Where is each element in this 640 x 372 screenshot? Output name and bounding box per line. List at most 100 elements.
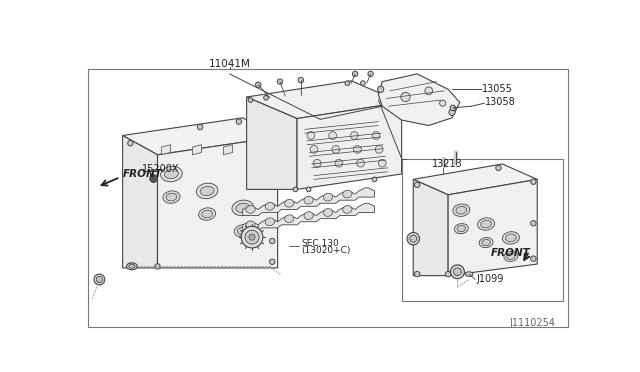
Circle shape bbox=[372, 132, 380, 140]
Polygon shape bbox=[297, 102, 402, 189]
Circle shape bbox=[415, 272, 420, 277]
Ellipse shape bbox=[285, 215, 294, 222]
Ellipse shape bbox=[507, 253, 515, 260]
Ellipse shape bbox=[477, 218, 495, 230]
Ellipse shape bbox=[304, 212, 313, 219]
Circle shape bbox=[378, 159, 386, 167]
Polygon shape bbox=[161, 145, 171, 155]
Ellipse shape bbox=[246, 206, 255, 213]
Circle shape bbox=[248, 98, 253, 102]
Circle shape bbox=[356, 159, 364, 167]
Circle shape bbox=[440, 100, 446, 106]
Ellipse shape bbox=[454, 224, 468, 234]
Circle shape bbox=[269, 259, 275, 264]
Ellipse shape bbox=[164, 169, 179, 179]
Circle shape bbox=[255, 82, 261, 87]
Circle shape bbox=[332, 145, 340, 153]
Circle shape bbox=[360, 81, 365, 86]
Circle shape bbox=[310, 145, 318, 153]
Circle shape bbox=[335, 159, 343, 167]
Circle shape bbox=[269, 203, 275, 209]
Polygon shape bbox=[243, 188, 374, 216]
Circle shape bbox=[307, 187, 311, 192]
Ellipse shape bbox=[456, 206, 467, 214]
Circle shape bbox=[94, 274, 105, 285]
Text: J1099: J1099 bbox=[477, 275, 504, 285]
Ellipse shape bbox=[265, 218, 275, 225]
Ellipse shape bbox=[236, 203, 250, 212]
Ellipse shape bbox=[234, 225, 252, 237]
Circle shape bbox=[155, 264, 160, 269]
Circle shape bbox=[445, 272, 451, 277]
Circle shape bbox=[496, 165, 501, 170]
Polygon shape bbox=[193, 145, 202, 155]
Circle shape bbox=[96, 276, 102, 283]
Circle shape bbox=[127, 263, 133, 268]
Bar bbox=[402, 158, 563, 301]
Ellipse shape bbox=[232, 200, 253, 216]
Circle shape bbox=[351, 132, 358, 140]
Polygon shape bbox=[123, 135, 157, 268]
Ellipse shape bbox=[323, 193, 333, 201]
Circle shape bbox=[249, 234, 255, 240]
Ellipse shape bbox=[457, 225, 465, 232]
Circle shape bbox=[425, 87, 433, 95]
Ellipse shape bbox=[265, 202, 275, 210]
Circle shape bbox=[269, 238, 275, 244]
Ellipse shape bbox=[323, 209, 333, 217]
Ellipse shape bbox=[127, 263, 138, 270]
Circle shape bbox=[313, 159, 321, 167]
Ellipse shape bbox=[482, 240, 490, 246]
Text: 13058: 13058 bbox=[485, 97, 516, 108]
Polygon shape bbox=[413, 179, 448, 276]
Circle shape bbox=[375, 145, 383, 153]
Polygon shape bbox=[413, 164, 537, 195]
Circle shape bbox=[236, 119, 241, 124]
Ellipse shape bbox=[200, 186, 214, 196]
Polygon shape bbox=[448, 179, 537, 276]
Circle shape bbox=[415, 182, 420, 187]
Circle shape bbox=[277, 79, 283, 84]
Text: 11041M: 11041M bbox=[209, 59, 250, 69]
Polygon shape bbox=[157, 137, 278, 268]
Circle shape bbox=[410, 235, 417, 242]
Circle shape bbox=[197, 124, 203, 130]
Circle shape bbox=[267, 137, 273, 142]
Circle shape bbox=[264, 96, 268, 100]
Circle shape bbox=[451, 265, 465, 279]
Circle shape bbox=[353, 145, 362, 153]
Ellipse shape bbox=[129, 264, 135, 268]
Circle shape bbox=[298, 77, 303, 83]
Ellipse shape bbox=[506, 234, 516, 242]
Circle shape bbox=[150, 175, 157, 183]
Circle shape bbox=[531, 179, 536, 185]
Ellipse shape bbox=[237, 227, 248, 235]
Polygon shape bbox=[123, 118, 278, 155]
Polygon shape bbox=[223, 145, 233, 155]
Circle shape bbox=[245, 230, 259, 244]
Circle shape bbox=[372, 177, 377, 182]
Ellipse shape bbox=[246, 221, 255, 229]
Circle shape bbox=[449, 109, 455, 115]
Ellipse shape bbox=[285, 199, 294, 207]
Text: SEC.130: SEC.130 bbox=[301, 239, 339, 248]
Ellipse shape bbox=[202, 210, 212, 218]
Text: (13020+C): (13020+C) bbox=[301, 246, 350, 255]
Circle shape bbox=[241, 226, 263, 248]
Circle shape bbox=[407, 232, 419, 245]
Text: FRONT: FRONT bbox=[491, 247, 531, 257]
Circle shape bbox=[127, 141, 133, 146]
Ellipse shape bbox=[453, 204, 470, 217]
Circle shape bbox=[396, 102, 400, 107]
Ellipse shape bbox=[502, 232, 520, 244]
Ellipse shape bbox=[166, 193, 177, 201]
Circle shape bbox=[531, 221, 536, 226]
Polygon shape bbox=[378, 74, 460, 125]
Ellipse shape bbox=[343, 206, 352, 213]
Polygon shape bbox=[246, 97, 297, 189]
Ellipse shape bbox=[161, 166, 182, 182]
Circle shape bbox=[401, 92, 410, 102]
Ellipse shape bbox=[163, 191, 180, 203]
Text: J1110254: J1110254 bbox=[510, 318, 556, 328]
Circle shape bbox=[293, 187, 298, 192]
